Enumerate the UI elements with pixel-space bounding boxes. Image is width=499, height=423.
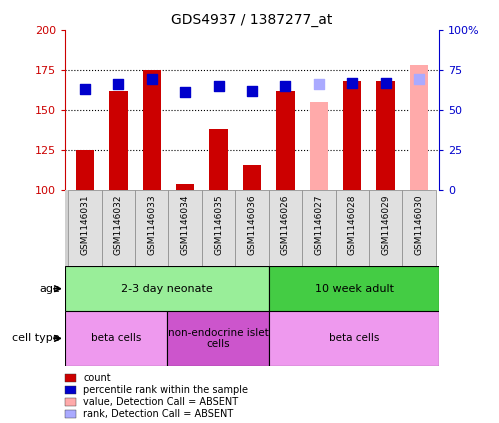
Bar — [269, 311, 439, 366]
Text: cell type: cell type — [12, 333, 60, 343]
Bar — [76, 150, 94, 190]
Bar — [65, 266, 269, 311]
Bar — [176, 184, 194, 190]
Bar — [402, 190, 436, 266]
Point — [148, 76, 156, 83]
Point — [215, 82, 223, 89]
Point — [415, 76, 423, 83]
Bar — [343, 81, 361, 190]
Text: GSM1146028: GSM1146028 — [348, 194, 357, 255]
Point — [348, 79, 356, 86]
Text: percentile rank within the sample: percentile rank within the sample — [83, 385, 249, 395]
Text: GSM1146033: GSM1146033 — [147, 194, 156, 255]
Bar — [68, 190, 102, 266]
Point — [114, 81, 122, 88]
Text: GSM1146027: GSM1146027 — [314, 194, 323, 255]
Text: beta cells: beta cells — [91, 333, 141, 343]
Text: GSM1146026: GSM1146026 — [281, 194, 290, 255]
Bar — [335, 190, 369, 266]
Bar — [135, 190, 169, 266]
Text: GSM1146034: GSM1146034 — [181, 194, 190, 255]
Text: age: age — [39, 284, 60, 294]
Bar — [310, 102, 328, 190]
Title: GDS4937 / 1387277_at: GDS4937 / 1387277_at — [171, 13, 333, 27]
Bar — [376, 81, 395, 190]
Text: 2-3 day neonate: 2-3 day neonate — [121, 284, 213, 294]
Point — [81, 86, 89, 93]
Bar — [268, 190, 302, 266]
Text: GSM1146029: GSM1146029 — [381, 194, 390, 255]
Bar — [210, 129, 228, 190]
Bar — [410, 65, 428, 190]
Text: GSM1146036: GSM1146036 — [248, 194, 256, 255]
Text: count: count — [83, 373, 111, 383]
Text: beta cells: beta cells — [329, 333, 379, 343]
Bar — [167, 311, 269, 366]
Point — [248, 87, 256, 94]
Bar — [369, 190, 402, 266]
Text: GSM1146031: GSM1146031 — [80, 194, 89, 255]
Bar — [143, 70, 161, 190]
Bar — [169, 190, 202, 266]
Text: rank, Detection Call = ABSENT: rank, Detection Call = ABSENT — [83, 409, 234, 419]
Bar — [236, 190, 268, 266]
Bar — [243, 165, 261, 190]
Text: GSM1146032: GSM1146032 — [114, 194, 123, 255]
Point — [281, 82, 289, 89]
Point — [181, 89, 189, 96]
Bar — [102, 190, 135, 266]
Bar — [302, 190, 335, 266]
Bar — [276, 91, 294, 190]
Point — [382, 79, 390, 86]
Text: non-endocrine islet
cells: non-endocrine islet cells — [168, 327, 268, 349]
Bar — [109, 91, 128, 190]
Text: GSM1146035: GSM1146035 — [214, 194, 223, 255]
Bar — [202, 190, 236, 266]
Text: GSM1146030: GSM1146030 — [415, 194, 424, 255]
Point — [315, 81, 323, 88]
Text: value, Detection Call = ABSENT: value, Detection Call = ABSENT — [83, 397, 239, 407]
Bar — [269, 266, 439, 311]
Text: 10 week adult: 10 week adult — [314, 284, 394, 294]
Bar — [65, 311, 167, 366]
